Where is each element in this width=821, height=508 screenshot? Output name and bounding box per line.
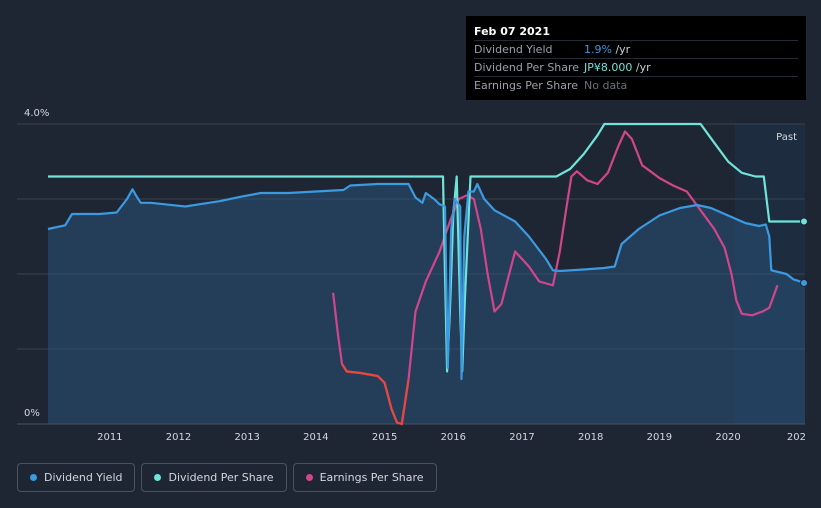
- y-axis: 4.0% 0%: [24, 108, 49, 419]
- tooltip-row-dividend-yield: Dividend Yield 1.9% /yr: [474, 40, 798, 58]
- x-tick-label: 2015: [372, 432, 397, 443]
- tooltip-value-unit: /yr: [632, 61, 651, 74]
- x-tick-label: 2011: [97, 432, 122, 443]
- tooltip-value: 1.9% /yr: [584, 41, 630, 58]
- x-tick-label: 2014: [303, 432, 328, 443]
- x-tick-label: 2016: [441, 432, 466, 443]
- series-endpoints: [800, 217, 808, 287]
- legend-label: Dividend Per Share: [168, 471, 274, 484]
- tooltip-value-number: 1.9%: [584, 43, 612, 56]
- x-tick-label: 2018: [578, 432, 603, 443]
- legend: Dividend Yield Dividend Per Share Earnin…: [17, 463, 437, 492]
- legend-dot-icon: [30, 474, 37, 481]
- x-tick-label: 2017: [509, 432, 534, 443]
- x-tick-label: 202: [787, 432, 806, 443]
- earnings-per-share-low-segment: [341, 363, 410, 426]
- legend-dot-icon: [305, 474, 313, 481]
- x-axis: 2011 2012 2013 2014 2015 2016 2017 2018 2019 2020…: [97, 432, 806, 443]
- dividend-yield-area: [48, 184, 805, 424]
- dividend-yield-endpoint: [800, 279, 808, 287]
- legend-label: Earnings Per Share: [319, 471, 424, 484]
- tooltip-row-earnings-per-share: Earnings Per Share No data: [474, 76, 798, 94]
- dividend-yield-line: [47, 182, 806, 381]
- tooltip: Feb 07 2021 Dividend Yield 1.9% /yr Divi…: [466, 16, 806, 100]
- legend-item-dividend-yield[interactable]: Dividend Yield: [17, 463, 136, 492]
- x-tick-label: 2012: [166, 432, 191, 443]
- legend-item-earnings-per-share[interactable]: Earnings Per Share: [292, 463, 437, 492]
- tooltip-row-dividend-per-share: Dividend Per Share JP¥8.000 /yr: [474, 58, 798, 76]
- y-tick-label: 0%: [24, 408, 40, 419]
- tooltip-value-number: JP¥8.000: [584, 61, 633, 74]
- legend-dot-icon: [154, 474, 162, 481]
- past-label: Past: [776, 132, 797, 143]
- x-tick-label: 2013: [234, 432, 259, 443]
- x-tick-label: 2020: [715, 432, 740, 443]
- series-layer: [47, 122, 806, 426]
- tooltip-value-number: No data: [584, 79, 628, 92]
- tooltip-date: Feb 07 2021: [474, 25, 550, 38]
- y-tick-label: 4.0%: [24, 108, 49, 119]
- tooltip-value: JP¥8.000 /yr: [584, 59, 651, 76]
- tooltip-label: Dividend Per Share: [474, 61, 580, 74]
- tooltip-label: Earnings Per Share: [474, 79, 579, 92]
- tooltip-value-unit: /yr: [611, 43, 631, 56]
- tooltip-value: No data: [584, 77, 627, 94]
- dividend-per-share-endpoint: [800, 217, 808, 226]
- legend-label: Dividend Yield: [44, 471, 123, 484]
- x-tick-label: 2019: [647, 432, 672, 443]
- tooltip-label: Dividend Yield: [474, 43, 553, 56]
- legend-item-dividend-per-share[interactable]: Dividend Per Share: [141, 463, 287, 492]
- dividend-per-share-line: [48, 122, 805, 373]
